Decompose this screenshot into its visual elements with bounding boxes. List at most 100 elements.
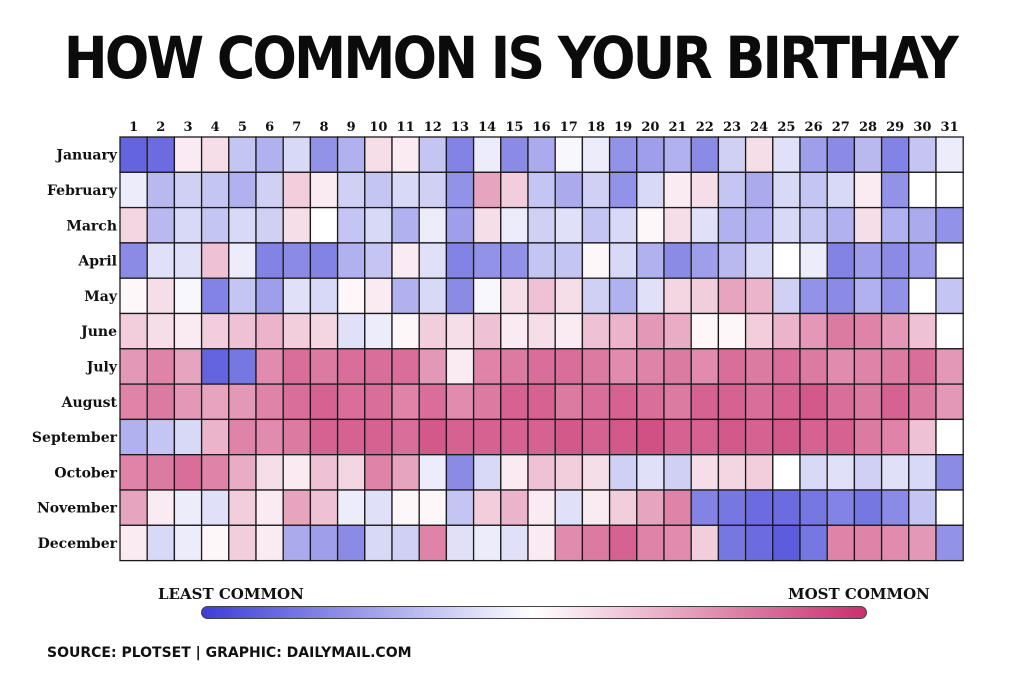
heatmap-cell xyxy=(336,454,366,491)
heatmap-cell xyxy=(581,206,611,244)
source-credit: SOURCE: PLOTSET | GRAPHIC: DAILYMAIL.COM xyxy=(47,645,412,661)
heatmap-cell xyxy=(500,171,529,209)
heatmap-cell xyxy=(119,171,148,209)
heatmap-cell xyxy=(799,242,828,279)
heatmap-cell xyxy=(636,454,665,491)
heatmap-cell xyxy=(309,489,339,526)
heatmap-cell xyxy=(418,136,448,173)
heatmap-cell xyxy=(445,206,475,244)
heatmap-cell xyxy=(255,171,284,209)
heatmap-cell xyxy=(663,524,692,562)
heatmap-cell xyxy=(200,136,230,173)
heatmap-cell xyxy=(935,277,964,315)
day-label: 8 xyxy=(319,120,328,135)
heatmap-cell xyxy=(282,524,312,562)
heatmap-cell xyxy=(445,489,475,526)
heatmap-cell xyxy=(636,312,665,350)
heatmap-cell xyxy=(853,383,883,421)
heatmap-cell xyxy=(608,383,638,421)
heatmap-cell xyxy=(690,418,720,456)
heatmap-cell xyxy=(418,454,448,491)
heatmap-cell xyxy=(908,383,937,421)
heatmap-cell xyxy=(636,136,665,173)
heatmap-cell xyxy=(772,171,801,209)
heatmap-cell xyxy=(445,277,475,315)
heatmap-cell xyxy=(200,312,230,350)
heatmap-cell xyxy=(744,383,774,421)
heatmap-cell xyxy=(554,171,584,209)
heatmap-cell xyxy=(690,312,720,350)
heatmap-cell xyxy=(500,242,529,279)
heatmap-cell xyxy=(445,383,475,421)
heatmap-cell xyxy=(744,206,774,244)
heatmap-cell xyxy=(200,383,230,421)
heatmap-cell xyxy=(908,242,937,279)
heatmap-cell xyxy=(581,171,611,209)
heatmap-cell xyxy=(908,171,937,209)
heatmap-cell xyxy=(336,277,366,315)
heatmap-cell xyxy=(309,348,339,385)
heatmap-cell xyxy=(228,136,257,173)
day-label: 23 xyxy=(723,120,741,135)
heatmap-cell xyxy=(581,348,611,385)
heatmap-cell xyxy=(200,206,230,244)
heatmap-cell xyxy=(935,524,964,562)
heatmap-cell xyxy=(880,454,910,491)
heatmap-cell xyxy=(282,312,312,350)
heatmap-cell xyxy=(717,277,747,315)
heatmap-cell xyxy=(853,136,883,173)
heatmap-cell xyxy=(119,136,148,173)
heatmap-cell xyxy=(500,524,529,562)
heatmap-cell xyxy=(772,489,801,526)
heatmap-cell xyxy=(336,348,366,385)
heatmap-cell xyxy=(908,206,937,244)
heatmap-cell xyxy=(935,136,964,173)
heatmap-cell xyxy=(744,312,774,350)
heatmap-cell xyxy=(853,418,883,456)
day-label: 21 xyxy=(669,120,687,135)
heatmap-cell xyxy=(200,524,230,562)
heatmap-cell xyxy=(908,312,937,350)
heatmap-cell xyxy=(554,242,584,279)
heatmap-cell xyxy=(717,454,747,491)
day-label: 14 xyxy=(478,120,496,135)
heatmap-cell xyxy=(772,277,801,315)
heatmap-cell xyxy=(853,348,883,385)
heatmap-cell xyxy=(608,277,638,315)
day-label: 4 xyxy=(211,120,220,135)
heatmap-cell xyxy=(418,242,448,279)
heatmap-cell xyxy=(717,489,747,526)
heatmap-cell xyxy=(581,383,611,421)
heatmap-cell xyxy=(200,242,230,279)
heatmap-cell xyxy=(282,489,312,526)
day-label: 1 xyxy=(129,120,138,135)
heatmap-cell xyxy=(391,524,420,562)
heatmap-cell xyxy=(908,136,937,173)
heatmap-cell xyxy=(853,454,883,491)
day-label: 25 xyxy=(777,120,795,135)
heatmap-cells xyxy=(119,136,964,562)
heatmap-cell xyxy=(445,524,475,562)
heatmap-cell xyxy=(690,136,720,173)
heatmap-cell xyxy=(228,418,257,456)
heatmap-cell xyxy=(608,136,638,173)
heatmap-cell xyxy=(228,206,257,244)
heatmap-cell xyxy=(527,418,556,456)
heatmap-cell xyxy=(391,171,420,209)
heatmap-cell xyxy=(826,206,856,244)
heatmap-cell xyxy=(608,312,638,350)
heatmap-cell xyxy=(255,206,284,244)
heatmap-cell xyxy=(799,171,828,209)
heatmap-cell xyxy=(200,454,230,491)
heatmap-cell xyxy=(935,171,964,209)
heatmap-cell xyxy=(173,454,203,491)
heatmap-cell xyxy=(146,454,176,491)
heatmap-cell xyxy=(554,277,584,315)
heatmap-cell xyxy=(255,348,284,385)
heatmap-cell xyxy=(826,454,856,491)
heatmap-cell xyxy=(880,242,910,279)
heatmap-cell xyxy=(527,524,556,562)
day-label: 13 xyxy=(451,120,469,135)
heatmap-cell xyxy=(636,277,665,315)
